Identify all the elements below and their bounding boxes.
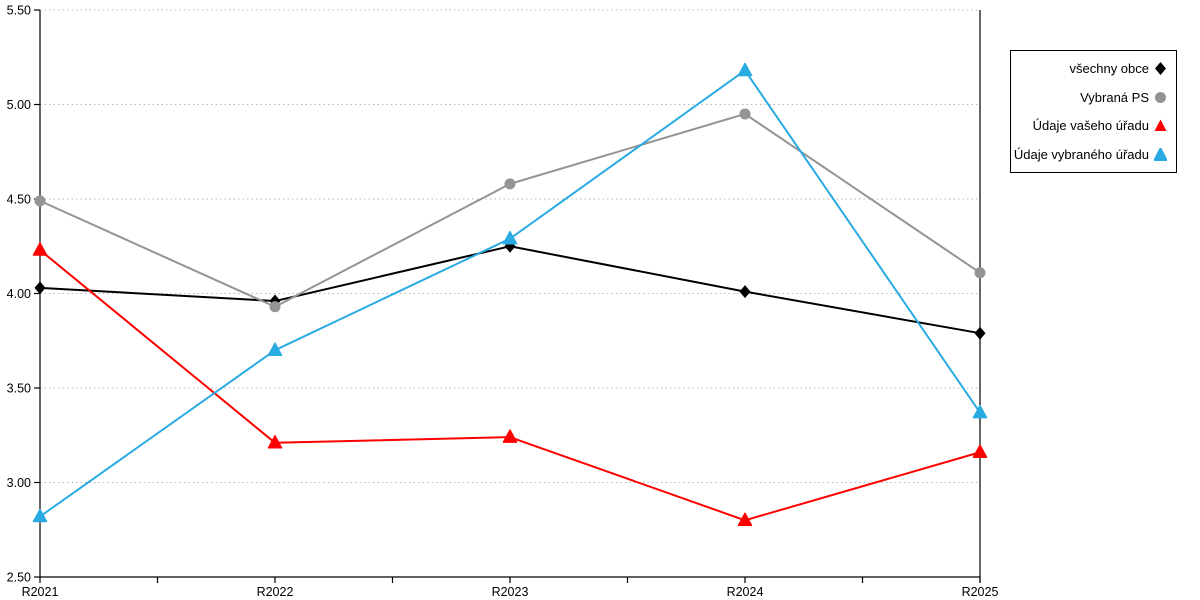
svg-text:4.50: 4.50	[7, 193, 31, 207]
svg-text:4.00: 4.00	[7, 287, 31, 301]
legend-item: všechny obce	[1019, 60, 1167, 76]
svg-text:5.00: 5.00	[7, 98, 31, 112]
svg-text:3.00: 3.00	[7, 476, 31, 490]
legend-item: Vybraná PS	[1019, 91, 1167, 104]
legend-label: Údaje vybraného úřadu	[1013, 147, 1149, 163]
svg-text:5.50: 5.50	[7, 4, 31, 18]
diamond-icon	[1154, 61, 1167, 75]
circle-icon	[1154, 91, 1167, 104]
legend-label: Údaje vašeho úřadu	[1032, 118, 1149, 134]
svg-text:R2021: R2021	[22, 585, 59, 599]
svg-text:R2022: R2022	[257, 585, 294, 599]
triangle-icon	[1154, 148, 1167, 162]
legend-label: všechny obce	[1069, 60, 1150, 76]
svg-text:2.50: 2.50	[7, 571, 31, 585]
chart-legend: všechny obce Vybraná PS Údaje vašeho úřa…	[1010, 50, 1177, 173]
svg-text:R2025: R2025	[962, 585, 999, 599]
triangle-icon	[1154, 119, 1167, 132]
svg-text:R2023: R2023	[492, 585, 529, 599]
legend-label: Vybraná PS	[1080, 89, 1149, 105]
svg-text:3.50: 3.50	[7, 382, 31, 396]
legend-item: Údaje vašeho úřadu	[1019, 119, 1167, 132]
legend-item: Údaje vybraného úřadu	[1014, 148, 1167, 162]
svg-text:R2024: R2024	[727, 585, 764, 599]
